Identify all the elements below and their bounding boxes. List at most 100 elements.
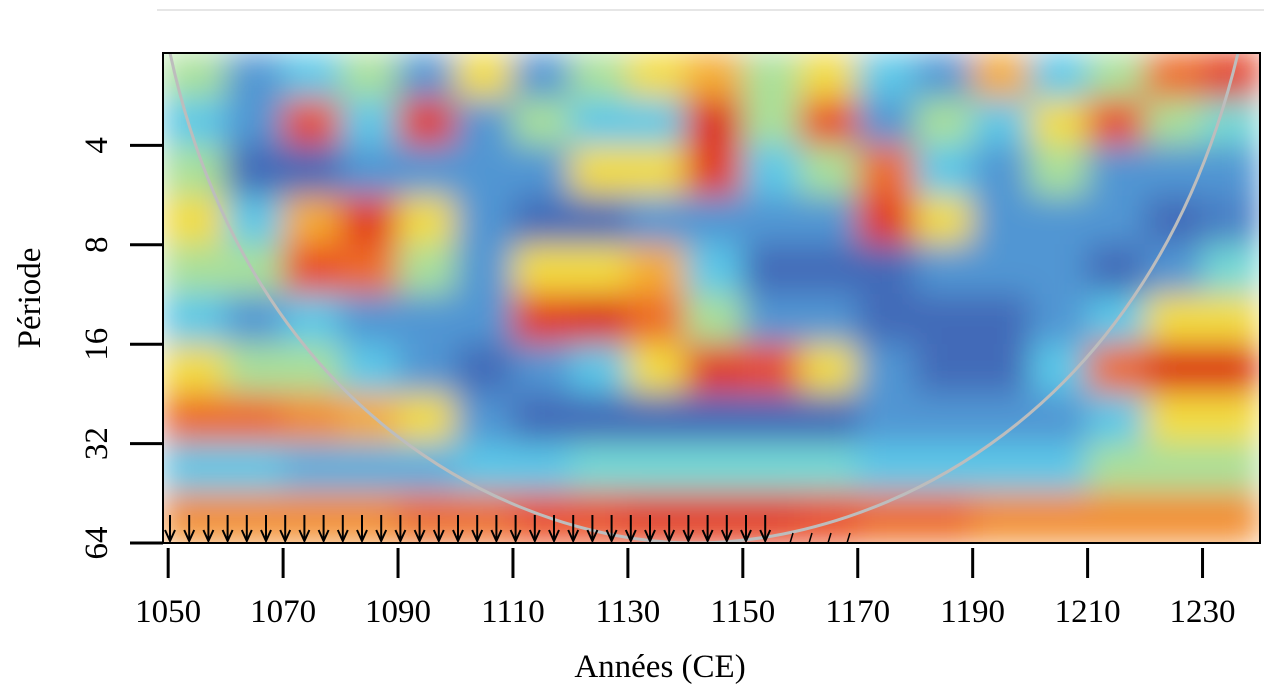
phase-arrow-head: [221, 529, 234, 543]
heatmap-cell: [972, 244, 1031, 295]
heatmap-cell: [684, 443, 744, 493]
heatmap: [163, 53, 1260, 543]
heatmap-cell: [1029, 53, 1089, 100]
heatmap-cell: [512, 491, 571, 543]
heatmap-cell: [1202, 443, 1260, 493]
heatmap-cell: [1144, 443, 1204, 493]
x-tick-label: 1110: [481, 594, 545, 630]
heatmap-cell: [799, 293, 859, 345]
heatmap-cell: [397, 144, 456, 197]
heatmap-cell: [454, 195, 514, 246]
heatmap-cell: [799, 195, 859, 246]
heatmap-cell: [397, 195, 456, 246]
heatmap-cell: [857, 393, 916, 445]
phase-arrow-head: [624, 529, 637, 543]
phase-arrow-head: [413, 529, 426, 543]
phase-arrow-head: [432, 529, 445, 543]
heatmap-cell: [512, 98, 571, 146]
plot-frame: [162, 52, 1261, 544]
heatmap-cell: [163, 443, 227, 493]
heatmap-cell: [569, 393, 629, 445]
heatmap-cell: [397, 443, 456, 493]
heatmap-cell: [163, 244, 227, 295]
heatmap-cell: [1202, 343, 1260, 395]
heatmap-cell: [569, 443, 629, 493]
heatmap-cell: [1029, 393, 1089, 445]
heatmap-cell: [454, 293, 514, 345]
heatmap-cell: [282, 244, 342, 295]
y-tick-label: 4: [79, 137, 115, 154]
phase-arrow-head: [336, 529, 349, 543]
x-tick-label: 1090: [365, 594, 431, 630]
heatmap-cell: [454, 393, 514, 445]
heatmap-cell: [1202, 393, 1260, 445]
heatmap-cell: [742, 293, 801, 345]
heatmap-cell: [1029, 244, 1089, 295]
heatmap-cell: [340, 144, 399, 197]
heatmap-cell: [857, 293, 916, 345]
heatmap-cell: [684, 293, 744, 345]
heatmap-cell: [972, 491, 1031, 543]
heatmap-cell: [1144, 393, 1204, 445]
x-tick-label: 1070: [250, 594, 316, 630]
heatmap-cell: [742, 144, 801, 197]
x-tick-label: 1150: [710, 594, 775, 630]
heatmap-cell: [742, 343, 801, 395]
phase-tick: [846, 532, 851, 543]
heatmap-cell: [340, 244, 399, 295]
heatmap-cell: [684, 98, 744, 146]
heatmap-cell: [799, 144, 859, 197]
heatmap-cell: [340, 195, 399, 246]
heatmap-cell: [1087, 195, 1146, 246]
heatmap-cell: [225, 98, 284, 146]
heatmap-cell: [225, 443, 284, 493]
heatmap-cell: [799, 53, 859, 100]
phase-arrow-head: [701, 529, 714, 543]
heatmap-cell: [454, 343, 514, 395]
y-tick-label: 16: [79, 328, 115, 361]
heatmap-cell: [1144, 293, 1204, 345]
heatmap-cell: [225, 53, 284, 100]
heatmap-cell: [569, 144, 629, 197]
heatmap-cell: [684, 244, 744, 295]
heatmap-cell: [742, 443, 801, 493]
heatmap-cell: [627, 98, 686, 146]
phase-arrow-head: [740, 529, 752, 543]
phase-arrow-head: [567, 529, 580, 543]
heatmap-cell: [742, 98, 801, 146]
phase-arrow-head: [356, 529, 368, 543]
heatmap-cell: [512, 244, 571, 295]
heatmap-cell: [163, 144, 227, 197]
heatmap-cell: [225, 244, 284, 295]
heatmap-cell: [340, 393, 399, 445]
heatmap-cell: [569, 98, 629, 146]
heatmap-cell: [742, 393, 801, 445]
heatmap-cell: [1029, 144, 1089, 197]
heatmap-cell: [163, 393, 227, 445]
y-tick-label: 64: [79, 527, 115, 560]
heatmap-cell: [1087, 443, 1146, 493]
phase-arrow-head: [663, 529, 676, 543]
axes: 1050 1070 1090 1110 1130 1150 1170 1190 1210 1230…: [79, 137, 1236, 630]
phase-arrow-head: [298, 529, 311, 543]
phase-arrow-head: [394, 529, 407, 543]
heatmap-cell: [857, 195, 916, 246]
heatmap-cell: [1202, 293, 1260, 345]
phase-arrow-head: [452, 529, 464, 543]
heatmap-cell: [282, 98, 342, 146]
heatmap-cell: [914, 98, 974, 146]
phase-arrow-head: [202, 529, 215, 543]
phase-arrow-head: [509, 529, 522, 543]
heatmap-cell: [1202, 144, 1260, 197]
heatmap-cell: [225, 293, 284, 345]
heatmap-cell: [1202, 98, 1260, 146]
heatmap-cell: [225, 393, 284, 445]
heatmap-cell: [972, 53, 1031, 100]
heatmap-cell: [972, 195, 1031, 246]
heatmap-cell: [397, 244, 456, 295]
phase-arrow-head: [759, 529, 772, 543]
heatmap-cell: [397, 53, 456, 100]
heatmap-cell: [627, 53, 686, 100]
y-tick-label: 32: [79, 427, 115, 460]
phase-arrow-head: [240, 529, 253, 543]
